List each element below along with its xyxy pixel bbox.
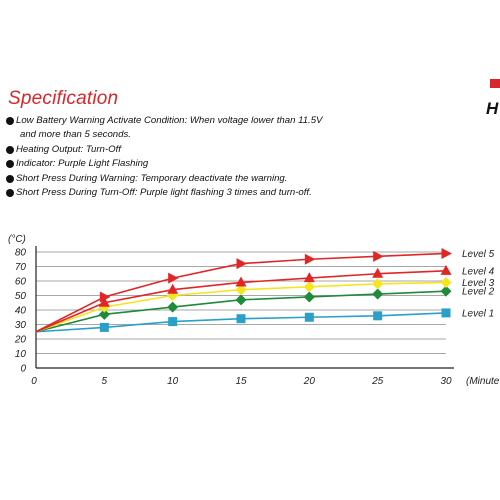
spec-item-text: Short Press During Warning: Temporary de…: [16, 172, 288, 184]
data-point-marker: [98, 296, 110, 307]
y-tick-label: 60: [15, 277, 27, 288]
y-tick-label: 50: [15, 291, 27, 302]
data-point-marker: [372, 267, 384, 278]
x-tick-label: 20: [303, 376, 316, 387]
data-point-marker: [372, 278, 384, 290]
y-tick-label: 30: [15, 320, 27, 331]
x-axis-label: (Minute: [466, 376, 500, 387]
spec-item-indicator: Indicator: Purple Light Flashing: [6, 157, 426, 171]
data-point-marker: [98, 308, 110, 320]
data-point-marker: [235, 284, 247, 296]
section-title: Specification: [8, 88, 119, 109]
data-point-marker: [373, 311, 383, 321]
spec-item-text: Low Battery Warning Activate Condition: …: [16, 115, 323, 126]
y-tick-label: 40: [15, 306, 27, 317]
data-point-marker: [235, 294, 247, 306]
data-point-marker: [236, 314, 246, 324]
series-level-5: Level 5: [35, 247, 495, 333]
y-tick-label: 10: [15, 349, 27, 360]
data-point-marker: [440, 285, 452, 297]
spec-item-text-continued: and more than 5 seconds.: [20, 129, 131, 141]
data-point-marker: [236, 258, 247, 270]
data-point-marker: [99, 291, 111, 303]
spec-item-text: Short Press During Turn-Off: Purple ligh…: [16, 187, 312, 199]
legend-label: Level 3: [462, 278, 495, 289]
data-point-marker: [303, 281, 315, 293]
y-tick-label: 0: [20, 364, 26, 375]
data-point-marker: [167, 283, 179, 294]
spec-item-text: Heating Output: Turn-Off: [16, 143, 121, 155]
data-point-marker: [304, 312, 314, 322]
data-point-marker: [441, 308, 451, 318]
series-level-4: Level 4: [35, 264, 495, 333]
x-tick-label: 10: [167, 376, 179, 387]
legend-label: Level 5: [462, 249, 495, 260]
corner-red-mark: [490, 79, 500, 88]
data-point-marker: [303, 272, 315, 283]
legend-label: Level 4: [462, 266, 495, 277]
y-tick-label: 20: [14, 335, 27, 346]
data-point-marker: [304, 253, 316, 265]
data-point-marker: [440, 276, 452, 288]
legend-label: Level 1: [462, 308, 494, 319]
x-tick-label: 5: [102, 376, 108, 387]
specification-list: Low Battery Warning Activate Condition: …: [6, 114, 426, 200]
data-point-marker: [373, 250, 384, 262]
data-point-marker: [440, 264, 452, 275]
series-level-2: Level 2: [35, 285, 495, 333]
spec-item-short-press-warning: Short Press During Warning: Temporary de…: [6, 172, 426, 186]
spec-item-text: Indicator: Purple Light Flashing: [16, 158, 149, 170]
data-point-marker: [372, 288, 384, 300]
y-tick-label: 80: [15, 248, 27, 259]
data-point-marker: [168, 317, 178, 327]
data-point-marker: [167, 301, 179, 313]
x-tick-label: 15: [235, 376, 247, 387]
x-tick-label: 25: [371, 376, 384, 387]
data-point-marker: [441, 247, 452, 259]
spec-item-heating-output: Heating Output: Turn-Off: [6, 143, 426, 157]
corner-heading-fragment: H: [486, 99, 499, 118]
y-axis-label: (°C): [8, 234, 26, 245]
x-tick-label: 30: [440, 376, 452, 387]
data-point-marker: [99, 322, 109, 332]
data-point-marker: [303, 291, 315, 303]
data-point-marker: [168, 272, 179, 284]
spec-item-low-battery: Low Battery Warning Activate Condition: …: [6, 114, 426, 143]
spec-item-short-press-turnoff: Short Press During Turn-Off: Purple ligh…: [6, 186, 426, 200]
y-tick-label: 70: [15, 262, 27, 273]
x-tick-label: 0: [31, 376, 37, 387]
series-level-1: Level 1: [35, 308, 494, 333]
data-point-marker: [235, 276, 247, 287]
legend-label: Level 2: [462, 287, 495, 298]
